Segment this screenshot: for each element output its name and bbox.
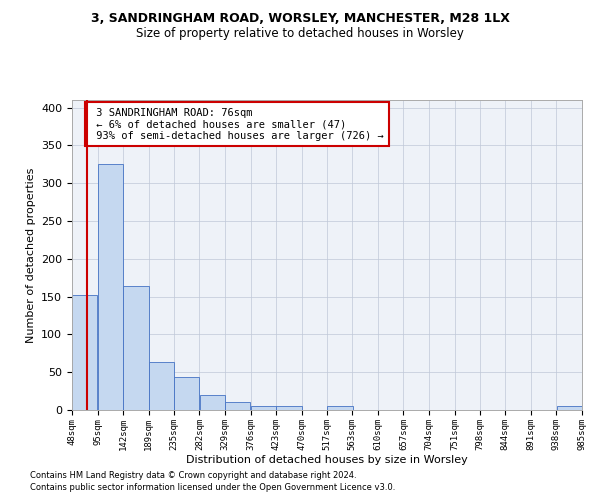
Bar xyxy=(72,295,97,410)
Text: Size of property relative to detached houses in Worsley: Size of property relative to detached ho… xyxy=(136,28,464,40)
Text: 3 SANDRINGHAM ROAD: 76sqm
 ← 6% of detached houses are smaller (47)
 93% of semi: 3 SANDRINGHAM ROAD: 76sqm ← 6% of detach… xyxy=(90,108,384,141)
X-axis label: Distribution of detached houses by size in Worsley: Distribution of detached houses by size … xyxy=(186,456,468,466)
Text: Contains public sector information licensed under the Open Government Licence v3: Contains public sector information licen… xyxy=(30,484,395,492)
Bar xyxy=(149,362,174,410)
Bar xyxy=(276,406,302,410)
Bar xyxy=(328,406,353,410)
Bar xyxy=(123,286,149,410)
Bar xyxy=(251,406,276,410)
Text: Contains HM Land Registry data © Crown copyright and database right 2024.: Contains HM Land Registry data © Crown c… xyxy=(30,471,356,480)
Y-axis label: Number of detached properties: Number of detached properties xyxy=(26,168,35,342)
Bar xyxy=(557,406,582,410)
Bar xyxy=(98,164,123,410)
Bar xyxy=(174,378,199,410)
Bar xyxy=(225,402,250,410)
Bar xyxy=(199,395,225,410)
Text: 3, SANDRINGHAM ROAD, WORSLEY, MANCHESTER, M28 1LX: 3, SANDRINGHAM ROAD, WORSLEY, MANCHESTER… xyxy=(91,12,509,26)
